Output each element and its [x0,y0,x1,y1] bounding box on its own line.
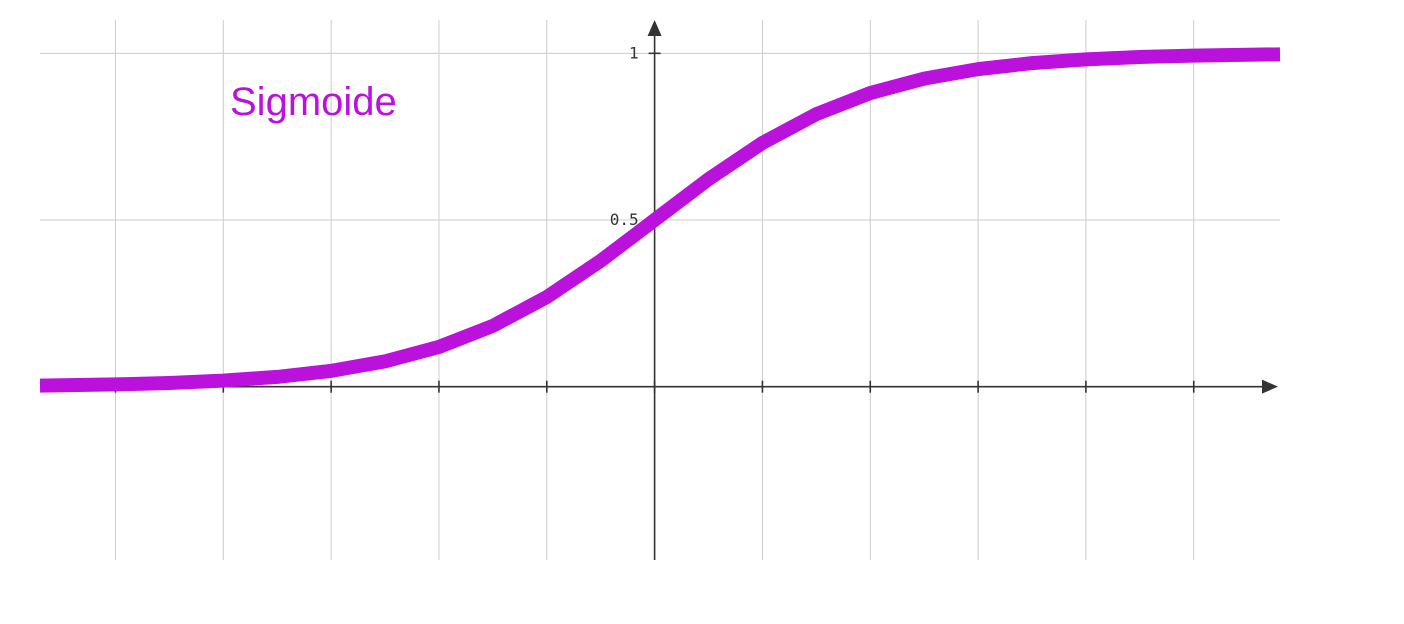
y-axis-arrow [647,20,662,36]
chart-title: Sigmoide [230,80,397,124]
sigmoid-series-line [39,47,1281,393]
x-axis-arrow [1262,379,1278,394]
y-tick-label: 1 [629,43,639,62]
y-tick-label: 0.5 [610,210,639,229]
y-axis-tick-labels: 0.51 [610,43,639,229]
axes [40,20,1278,560]
x-axis-ticks [114,380,1195,393]
horizontal-gridlines [40,52,1280,221]
